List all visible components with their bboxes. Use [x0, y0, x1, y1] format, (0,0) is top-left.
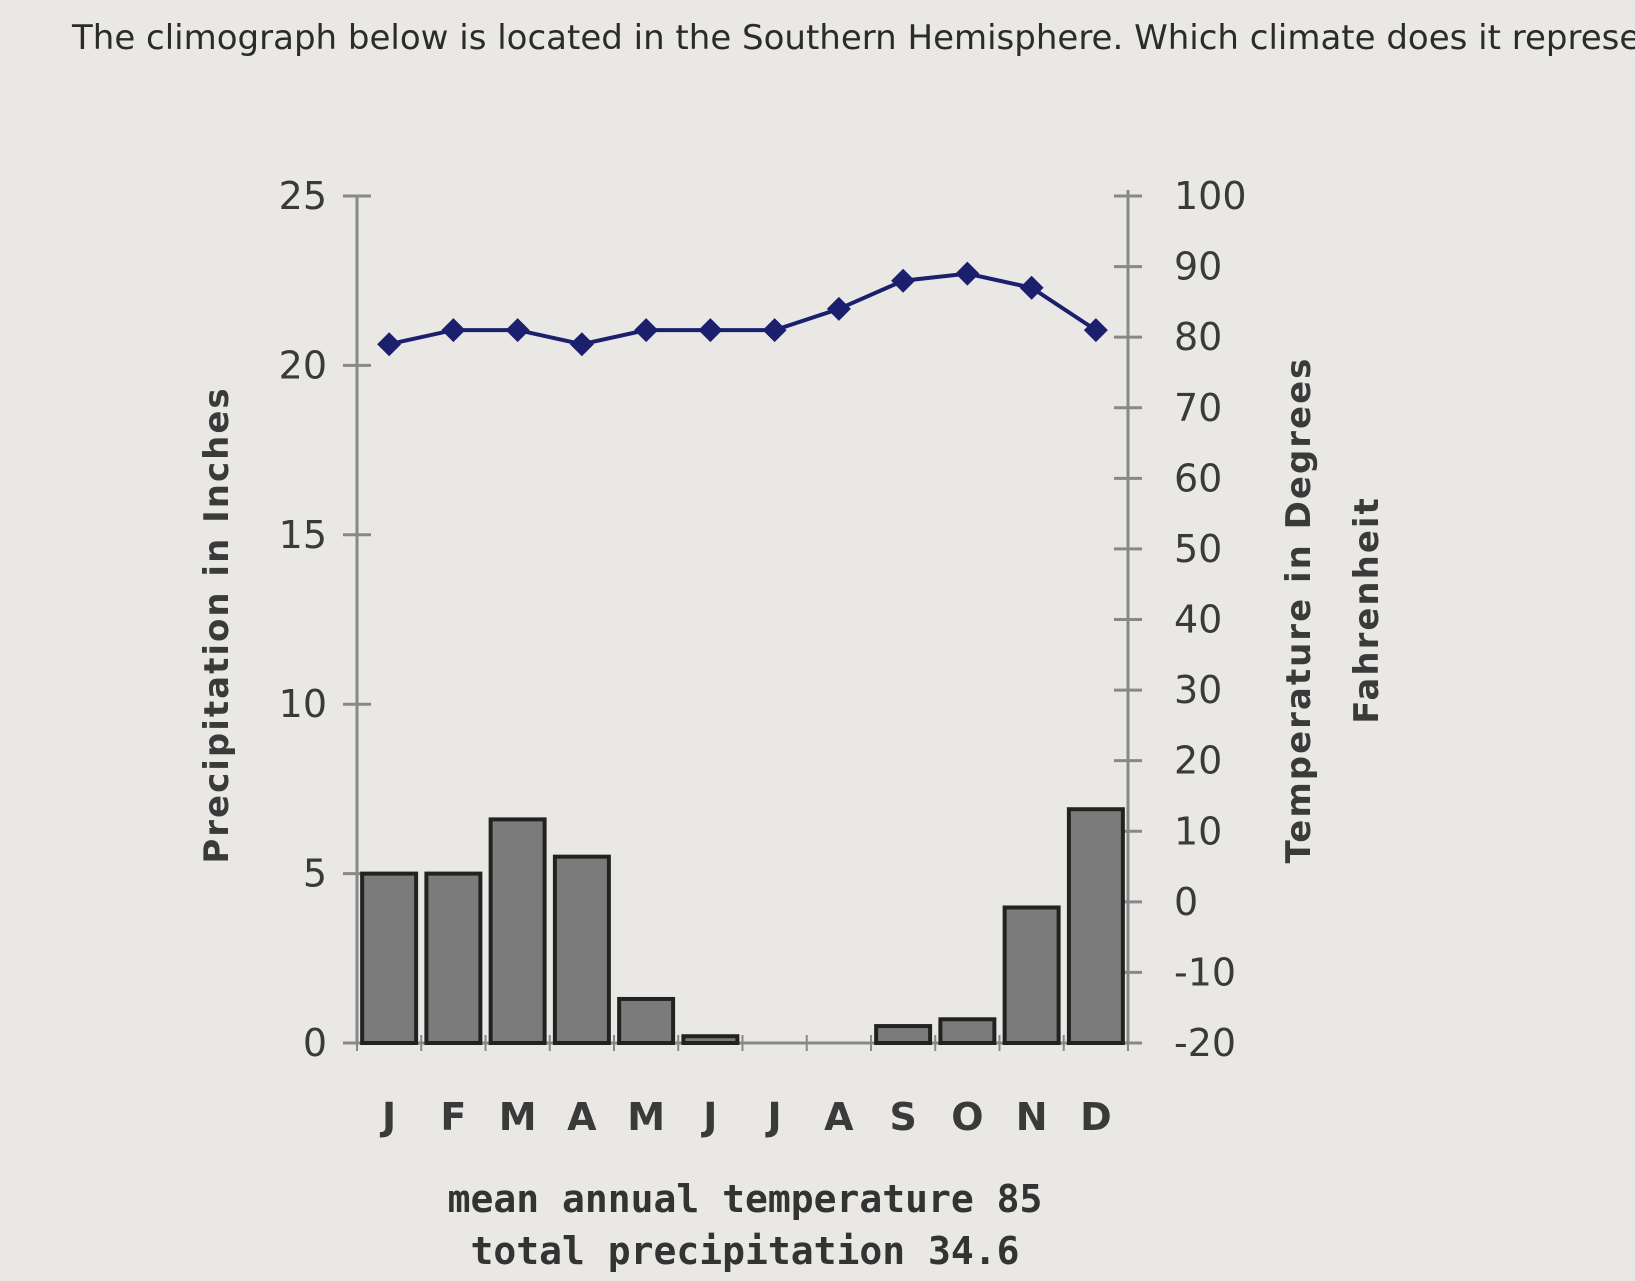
- summary-line: mean annual temperature 85: [448, 1177, 1043, 1221]
- precipitation-bar: [938, 1017, 997, 1045]
- temperature-point: [762, 318, 787, 343]
- precipitation-bar: [424, 871, 483, 1045]
- precipitation-bar: [360, 871, 419, 1045]
- left-axis-title: Precipitation in Inches: [197, 386, 237, 863]
- temperature-point: [826, 296, 851, 321]
- temperature-point: [634, 318, 659, 343]
- temperature-point: [955, 261, 980, 286]
- right-axis-tick-label: 70: [1174, 386, 1222, 430]
- precipitation-bar: [488, 817, 547, 1046]
- precipitation-bar: [552, 854, 611, 1045]
- left-axis-tick-label: 15: [279, 513, 327, 557]
- right-axis-tick-label: 10: [1174, 809, 1222, 853]
- precipitation-bar: [1066, 807, 1125, 1046]
- left-axis-tick-label: 10: [279, 682, 327, 726]
- precipitation-bar: [617, 996, 676, 1045]
- right-axis-tick-label: 0: [1174, 880, 1198, 924]
- right-axis-tick-label: 30: [1174, 668, 1222, 712]
- right-axis-tick-label: 80: [1174, 315, 1222, 359]
- temperature-point: [698, 318, 723, 343]
- right-axis-tick-label: -10: [1174, 950, 1236, 994]
- right-axis-tick-label: 20: [1174, 739, 1222, 783]
- right-axis-tick-label: 50: [1174, 527, 1222, 571]
- month-label: F: [440, 1095, 466, 1139]
- temperature-point: [505, 318, 530, 343]
- month-label: M: [627, 1095, 665, 1139]
- right-axis-tick-label: -20: [1174, 1021, 1236, 1065]
- month-label: N: [1016, 1095, 1048, 1139]
- question-text: The climograph below is located in the S…: [72, 18, 1635, 58]
- right-axis-tick-label: 90: [1174, 245, 1222, 289]
- precipitation-bar: [874, 1024, 933, 1046]
- month-label: J: [379, 1095, 396, 1139]
- temperature-point: [891, 268, 916, 293]
- precipitation-bar: [1002, 905, 1061, 1045]
- left-axis-tick-label: 20: [279, 343, 327, 387]
- month-label: M: [499, 1095, 537, 1139]
- right-axis-tick-label: 40: [1174, 598, 1222, 642]
- month-label: A: [567, 1095, 597, 1139]
- left-axis-tick-label: 25: [279, 174, 327, 218]
- left-axis-tick-label: 0: [303, 1021, 327, 1065]
- left-axis-tick-label: 5: [303, 852, 327, 896]
- summary-line: total precipitation 34.6: [470, 1229, 1019, 1273]
- right-axis-title-line: Temperature in Degrees: [1279, 357, 1319, 864]
- precipitation-bar: [681, 1034, 740, 1045]
- month-label: O: [951, 1095, 983, 1139]
- temperature-point: [441, 318, 466, 343]
- right-axis-tick-label: 100: [1174, 174, 1247, 218]
- right-axis-title-line: Fahrenheit: [1347, 496, 1387, 724]
- temperature-point: [377, 332, 402, 357]
- temperature-line: [388, 271, 1097, 347]
- temperature-point: [569, 332, 594, 357]
- temperature-point: [1083, 318, 1108, 343]
- temperature-point: [1019, 275, 1044, 300]
- right-axis-tick-label: 60: [1174, 456, 1222, 500]
- month-label: A: [824, 1095, 854, 1139]
- month-label: D: [1080, 1095, 1112, 1139]
- month-label: J: [700, 1095, 717, 1139]
- month-label: S: [889, 1095, 916, 1139]
- month-label: J: [765, 1095, 782, 1139]
